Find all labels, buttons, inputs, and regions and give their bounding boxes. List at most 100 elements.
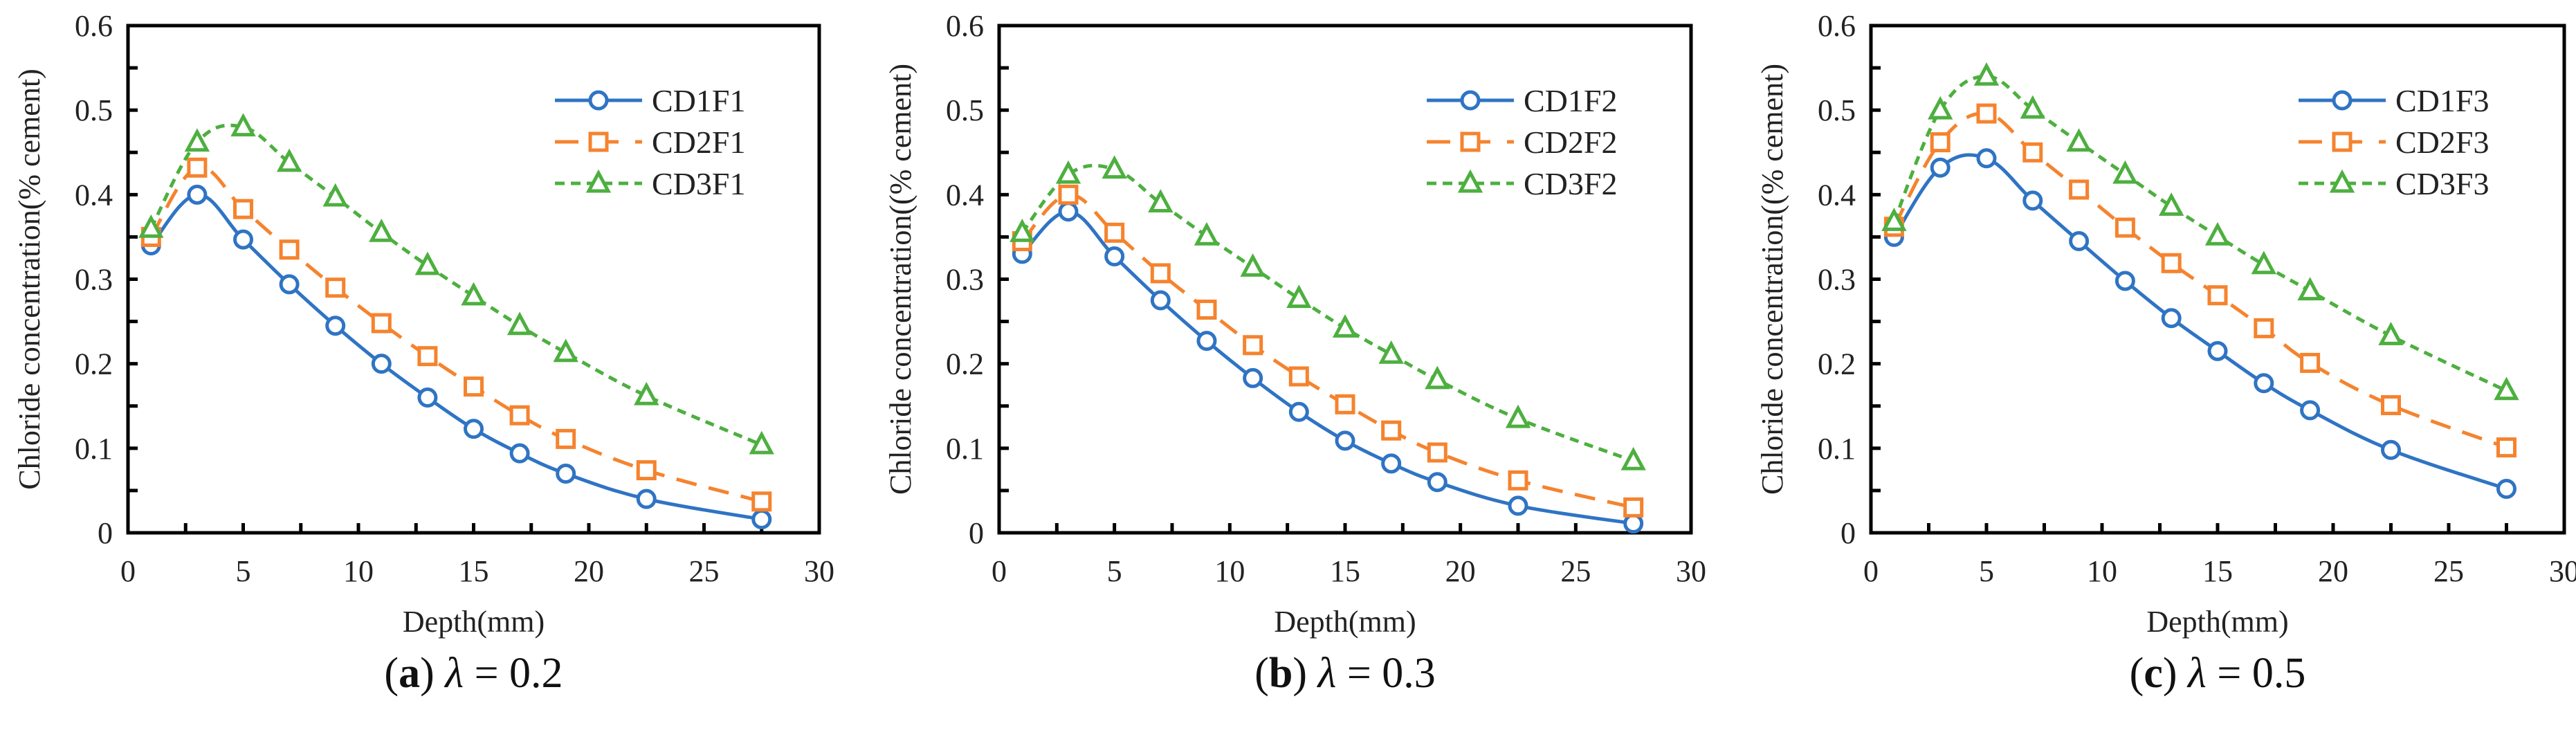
data-point <box>1930 132 1951 153</box>
x-tick-label: 30 <box>804 554 834 588</box>
data-point <box>2494 376 2519 401</box>
y-tick-label: 0.2 <box>946 347 984 381</box>
data-point <box>1332 314 1358 338</box>
data-point <box>751 491 772 512</box>
data-point <box>1243 367 1263 388</box>
y-tick-label: 0.2 <box>75 347 113 381</box>
y-axis-title: Chloride concentration((% cement) <box>1755 64 1789 495</box>
legend-marker <box>2332 131 2353 152</box>
x-tick-label: 0 <box>1863 554 1879 588</box>
series-line <box>149 192 762 521</box>
x-tick-label: 0 <box>992 554 1007 588</box>
data-point <box>1194 221 1220 246</box>
series-CD2F2 <box>1012 184 1644 518</box>
panel-caption: (c) λ = 0.5 <box>2130 650 2306 697</box>
series-line <box>149 123 762 447</box>
caption-space <box>1336 650 1347 697</box>
data-point <box>233 229 253 250</box>
legend-label: CD2F2 <box>1524 125 1617 160</box>
caption-value: = 0.3 <box>1347 650 1436 697</box>
data-point <box>1928 95 1953 120</box>
y-tick-label: 0.1 <box>1818 432 1856 466</box>
data-point <box>417 346 438 367</box>
y-tick-label: 0.6 <box>75 9 113 43</box>
x-tick-label: 20 <box>1445 554 1476 588</box>
legend-label: CD2F3 <box>2395 125 2489 160</box>
chart-panel-c: 0 0.1 0.2 0.3 0.4 0.5 0.6 0 5 10 15 20 25 30 Depth(mm)… <box>1755 9 2576 697</box>
x-axis-title: Depth(mm) <box>1274 605 1416 639</box>
y-tick-label: 0.2 <box>1818 347 1856 381</box>
x-tick-label: 10 <box>2087 554 2117 588</box>
y-axis-title: Chloride concentration(% cement) <box>12 69 46 489</box>
data-point <box>417 387 438 408</box>
data-point <box>1378 340 1404 364</box>
data-point <box>414 251 441 275</box>
legend-marker <box>2329 169 2355 193</box>
panel-caption: (a) λ = 0.2 <box>384 650 563 697</box>
data-point <box>138 214 164 238</box>
y-tick-label: 0.4 <box>1818 178 1856 212</box>
data-point <box>371 354 392 374</box>
y-tick-label: 0 <box>1840 516 1856 550</box>
x-axis-title: Depth(mm) <box>2146 605 2288 639</box>
data-point <box>1058 184 1079 205</box>
legend-label: CD1F1 <box>652 83 745 118</box>
data-point <box>2020 95 2045 119</box>
data-point <box>276 148 302 172</box>
x-tick-label: 25 <box>2433 554 2464 588</box>
data-point <box>509 405 530 426</box>
data-point <box>1196 331 1217 352</box>
data-point <box>371 313 392 334</box>
data-point <box>2496 478 2516 499</box>
caption-value: = 0.5 <box>2217 650 2305 697</box>
caption-paren: ) <box>420 650 445 697</box>
data-point <box>553 338 578 363</box>
legend-marker <box>1460 90 1481 111</box>
legend-label: CD2F1 <box>652 125 745 160</box>
caption-letter: b <box>1269 650 1292 697</box>
data-point <box>187 157 208 178</box>
data-point <box>1150 263 1171 284</box>
legend-marker <box>585 169 612 193</box>
data-point <box>1288 401 1309 422</box>
legend-label: CD1F2 <box>1524 83 1617 118</box>
data-point <box>1381 453 1402 474</box>
caption-symbol: λ <box>2186 650 2207 697</box>
data-point <box>1102 155 1127 179</box>
chart-panel-b: 0 0.1 0.2 0.3 0.4 0.5 0.6 0 5 10 15 20 25 30 Depth(mm)… <box>884 9 1706 697</box>
legend-marker <box>588 90 609 111</box>
data-point <box>1104 222 1125 243</box>
x-tick-label: 10 <box>1214 554 1245 588</box>
data-point <box>1881 208 1907 231</box>
y-tick-label: 0.1 <box>946 432 984 466</box>
data-point <box>2254 373 2274 394</box>
legend-label: CD3F2 <box>1524 166 1617 201</box>
data-point <box>2300 400 2321 421</box>
data-point <box>556 428 576 449</box>
x-tick-label: 25 <box>1560 554 1591 588</box>
caption-paren: ( <box>2130 650 2144 697</box>
x-tick-label: 5 <box>1107 554 1122 588</box>
y-tick-label: 0.6 <box>1818 9 1856 43</box>
data-point <box>2069 179 2090 200</box>
y-tick-label: 0.4 <box>75 178 113 212</box>
data-point <box>1623 513 1644 534</box>
series-CD3F1 <box>138 113 774 455</box>
data-point <box>506 311 533 336</box>
caption-paren: ) <box>2163 650 2188 697</box>
data-point <box>1505 404 1531 428</box>
caption-symbol: λ <box>1316 650 1336 697</box>
chart-panel-a: 0 0.1 0.2 0.3 0.4 0.5 0.6 0 5 10 15 20 25 30 Depth(mm)… <box>12 9 834 697</box>
data-point <box>2161 253 2182 273</box>
data-point <box>1150 290 1171 311</box>
caption-letter: a <box>399 650 420 697</box>
data-point <box>636 489 657 509</box>
data-point <box>1425 365 1450 390</box>
series-line <box>149 165 762 504</box>
data-point <box>2207 285 2228 306</box>
data-point <box>464 376 484 397</box>
data-point <box>279 274 300 295</box>
data-point <box>1335 394 1355 414</box>
data-point <box>2069 231 2090 252</box>
series-CD3F3 <box>1881 62 2519 401</box>
